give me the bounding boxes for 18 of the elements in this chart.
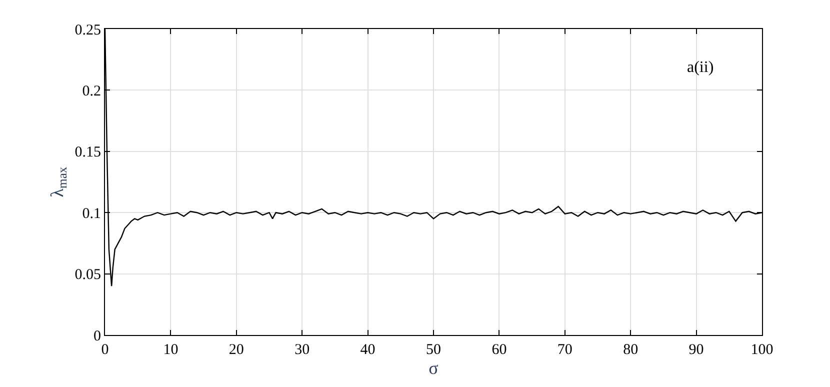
x-tick-label: 70	[557, 342, 572, 358]
x-axis-title: σ	[428, 358, 439, 378]
y-tick-label: 0.25	[74, 22, 101, 38]
x-tick-label: 80	[623, 342, 638, 358]
x-tick-label: 10	[163, 342, 178, 358]
x-tick-label: 40	[360, 342, 376, 358]
x-tick-label: 100	[750, 342, 774, 358]
y-tick-label: 0.05	[74, 267, 101, 284]
x-tick-label: 20	[228, 342, 244, 358]
x-tick-label: 60	[492, 342, 507, 358]
x-tick-label: 30	[294, 342, 310, 358]
annotation: a(ii)	[687, 59, 714, 76]
y-tick-label: 0	[94, 328, 101, 344]
y-tick-label: 0.2	[82, 83, 101, 100]
x-tick-label: 50	[426, 342, 441, 358]
y-tick-label: 0.15	[74, 144, 101, 161]
x-tick-label: 90	[688, 342, 704, 358]
y-tick-label: 0.1	[82, 206, 101, 222]
